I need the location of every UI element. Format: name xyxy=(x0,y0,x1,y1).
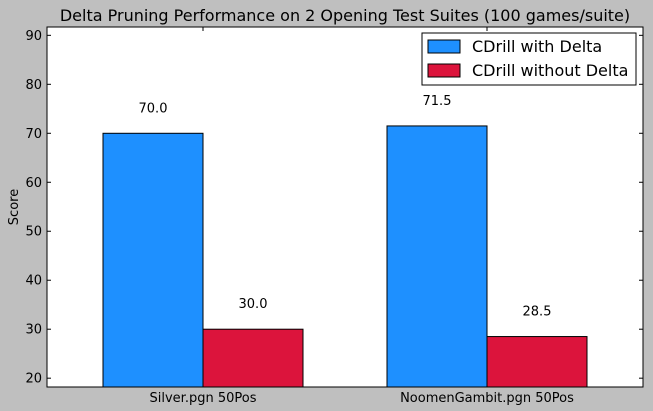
x-tick-label: NoomenGambit.pgn 50Pos xyxy=(400,391,574,406)
data-label-without-delta-0: 30.0 xyxy=(239,297,268,312)
bars-layer: 70.0 30.0 71.5 28.5 xyxy=(102,94,588,388)
data-label-with-delta-1: 71.5 xyxy=(423,94,452,109)
y-tick-label: 20 xyxy=(25,372,42,387)
y-tick-label: 30 xyxy=(25,323,42,338)
bar-without-delta-1 xyxy=(486,336,588,388)
y-axis-title: Score xyxy=(7,189,22,225)
legend-swatch-with-delta xyxy=(427,39,461,54)
legend: CDrill with Delta CDrill without Delta xyxy=(421,32,637,86)
y-tick-label: 50 xyxy=(25,225,42,240)
y-tick-label: 80 xyxy=(25,78,42,93)
y-tick-label: 40 xyxy=(25,274,42,289)
y-tick-label: 60 xyxy=(25,176,42,191)
legend-label-without-delta: CDrill without Delta xyxy=(472,61,628,80)
y-tick-label: 70 xyxy=(25,127,42,142)
y-tick-label: 90 xyxy=(25,29,42,44)
legend-label-with-delta: CDrill with Delta xyxy=(472,37,602,56)
legend-swatch-without-delta xyxy=(427,63,461,78)
data-label-with-delta-0: 70.0 xyxy=(139,101,168,116)
chart-title: Delta Pruning Performance on 2 Opening T… xyxy=(60,6,630,25)
bar-without-delta-0 xyxy=(202,328,304,388)
data-label-without-delta-1: 28.5 xyxy=(523,305,552,320)
bar-with-delta-0 xyxy=(102,132,204,388)
x-tick-label: Silver.pgn 50Pos xyxy=(150,391,257,406)
bar-with-delta-1 xyxy=(386,125,488,388)
ticks-layer: 20 30 40 50 60 70 80 90 Silver.pgn 50Pos NoomenGa… xyxy=(25,27,643,406)
